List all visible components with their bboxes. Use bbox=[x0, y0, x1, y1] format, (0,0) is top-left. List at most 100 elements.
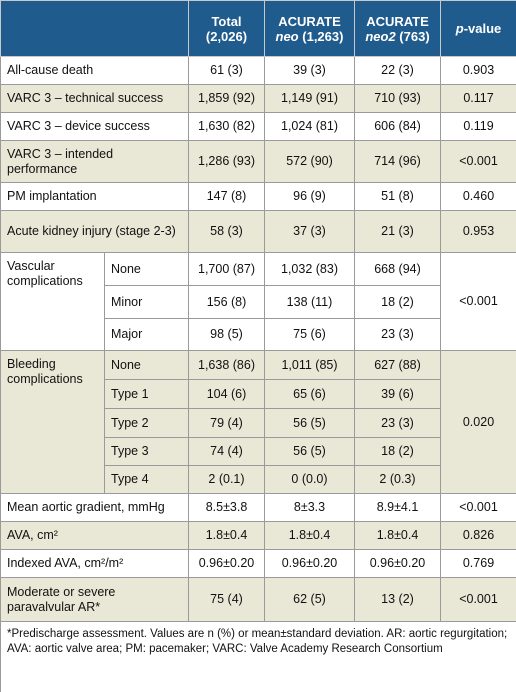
column-header-italic: p bbox=[455, 21, 464, 36]
value-cell: 1,032 (83) bbox=[264, 252, 355, 286]
value-cell: 627 (88) bbox=[354, 350, 441, 380]
value-cell: 75 (4) bbox=[188, 577, 265, 622]
row-label: VARC 3 – device success bbox=[0, 112, 189, 141]
value-cell: 79 (4) bbox=[188, 408, 265, 438]
sub-label: Type 1 bbox=[104, 379, 189, 409]
sub-label: Type 2 bbox=[104, 408, 189, 438]
value-cell: 56 (5) bbox=[264, 408, 355, 438]
value-cell: 62 (5) bbox=[264, 577, 355, 622]
value-cell: 0.96±0.20 bbox=[188, 549, 265, 578]
value-cell: 18 (2) bbox=[354, 437, 441, 466]
column-header-line: -value bbox=[463, 21, 502, 36]
column-header: p-value bbox=[440, 0, 516, 57]
sub-label: Major bbox=[104, 318, 189, 351]
value-cell: 22 (3) bbox=[354, 56, 441, 85]
header-blank bbox=[0, 0, 189, 57]
row-label: VARC 3 – technical success bbox=[0, 84, 189, 113]
p-value: <0.001 bbox=[440, 252, 516, 351]
value-cell: 606 (84) bbox=[354, 112, 441, 141]
data-row: AVA, cm² 1.8±0.4 1.8±0.4 1.8±0.4 0.826 bbox=[0, 521, 516, 550]
value-cell: 98 (5) bbox=[188, 318, 265, 351]
value-cell: 1.8±0.4 bbox=[188, 521, 265, 550]
sub-label: None bbox=[104, 350, 189, 380]
row-label: Indexed AVA, cm²/m² bbox=[0, 549, 189, 578]
value-cell: 96 (9) bbox=[264, 182, 355, 211]
value-cell: 23 (3) bbox=[354, 408, 441, 438]
column-header-count: (763) bbox=[399, 28, 430, 44]
value-cell: 39 (3) bbox=[264, 56, 355, 85]
value-cell: 58 (3) bbox=[188, 210, 265, 253]
data-row: Indexed AVA, cm²/m² 0.96±0.20 0.96±0.20 0.9… bbox=[0, 549, 516, 578]
column-header-italic: neo bbox=[275, 28, 299, 44]
sub-label: None bbox=[104, 252, 189, 286]
sub-label: Type 3 bbox=[104, 437, 189, 466]
data-row: VARC 3 – intended performance 1,286 (93) 5… bbox=[0, 140, 516, 183]
p-value: 0.953 bbox=[440, 210, 516, 253]
value-cell: 39 (6) bbox=[354, 379, 441, 409]
value-cell: 1,024 (81) bbox=[264, 112, 355, 141]
sub-row: Minor 156 (8) 138 (11) 18 (2) bbox=[1, 285, 516, 319]
data-row: All-cause death 61 (3) 39 (3) 22 (3) 0.903 bbox=[0, 56, 516, 85]
value-cell: 710 (93) bbox=[354, 84, 441, 113]
group-label: Vascular complications bbox=[0, 252, 105, 351]
value-cell: 0.96±0.20 bbox=[264, 549, 355, 578]
row-label: AVA, cm² bbox=[0, 521, 189, 550]
value-cell: 1,011 (85) bbox=[264, 350, 355, 380]
value-cell: 1,286 (93) bbox=[188, 140, 265, 183]
data-row: Acute kidney injury (stage 2-3) 58 (3) 37 … bbox=[0, 210, 516, 253]
group-label: Bleeding complications bbox=[0, 350, 105, 494]
value-cell: 51 (8) bbox=[354, 182, 441, 211]
value-cell: 75 (6) bbox=[264, 318, 355, 351]
p-value: 0.460 bbox=[440, 182, 516, 211]
row-label: PM implantation bbox=[0, 182, 189, 211]
column-header-count: (1,263) bbox=[302, 28, 344, 44]
value-cell: 21 (3) bbox=[354, 210, 441, 253]
row-label: Moderate or severe paravalvular AR* bbox=[0, 577, 189, 622]
value-cell: 714 (96) bbox=[354, 140, 441, 183]
p-value: 0.769 bbox=[440, 549, 516, 578]
value-cell: 0.96±0.20 bbox=[354, 549, 441, 578]
column-header: ACURATE neo2 (763) bbox=[354, 0, 441, 57]
value-cell: 65 (6) bbox=[264, 379, 355, 409]
row-label: VARC 3 – intended performance bbox=[0, 140, 189, 183]
value-cell: 56 (5) bbox=[264, 437, 355, 466]
value-cell: 1,630 (82) bbox=[188, 112, 265, 141]
value-cell: 572 (90) bbox=[264, 140, 355, 183]
data-row: Moderate or severe paravalvular AR* 75 (4… bbox=[0, 577, 516, 622]
row-label: Mean aortic gradient, mmHg bbox=[0, 493, 189, 522]
sub-row: Type 2 79 (4) 56 (5) 23 (3) bbox=[1, 408, 516, 438]
value-cell: 1,859 (92) bbox=[188, 84, 265, 113]
value-cell: 2 (0.3) bbox=[354, 465, 441, 494]
sub-row: Type 3 74 (4) 56 (5) 18 (2) bbox=[1, 437, 516, 466]
value-cell: 2 (0.1) bbox=[188, 465, 265, 494]
p-value: 0.117 bbox=[440, 84, 516, 113]
value-cell: 156 (8) bbox=[188, 285, 265, 319]
row-label: All-cause death bbox=[0, 56, 189, 85]
column-header: Total (2,026) bbox=[188, 0, 265, 57]
value-cell: 1,638 (86) bbox=[188, 350, 265, 380]
column-header-line: Total bbox=[211, 13, 242, 29]
p-value: <0.001 bbox=[440, 493, 516, 522]
column-header-italic: neo2 bbox=[365, 28, 396, 44]
value-cell: 1,700 (87) bbox=[188, 252, 265, 286]
column-header-line: ACURATE bbox=[278, 13, 341, 29]
value-cell: 1.8±0.4 bbox=[264, 521, 355, 550]
sub-row: Bleeding complications None 1,638 (86) 1,01… bbox=[0, 350, 516, 494]
value-cell: 8.9±4.1 bbox=[354, 493, 441, 522]
value-cell: 61 (3) bbox=[188, 56, 265, 85]
data-row: VARC 3 – technical success 1,859 (92) 1,14… bbox=[0, 84, 516, 113]
value-cell: 104 (6) bbox=[188, 379, 265, 409]
value-cell: 23 (3) bbox=[354, 318, 441, 351]
footnote: *Predischarge assessment. Values are n (… bbox=[0, 621, 516, 692]
p-value: <0.001 bbox=[440, 140, 516, 183]
value-cell: 37 (3) bbox=[264, 210, 355, 253]
value-cell: 13 (2) bbox=[354, 577, 441, 622]
value-cell: 147 (8) bbox=[188, 182, 265, 211]
sub-row: Major 98 (5) 75 (6) 23 (3) bbox=[1, 318, 516, 351]
data-row: PM implantation 147 (8) 96 (9) 51 (8) 0.460 bbox=[0, 182, 516, 211]
p-value: 0.119 bbox=[440, 112, 516, 141]
column-header-count: (2,026) bbox=[205, 28, 248, 44]
